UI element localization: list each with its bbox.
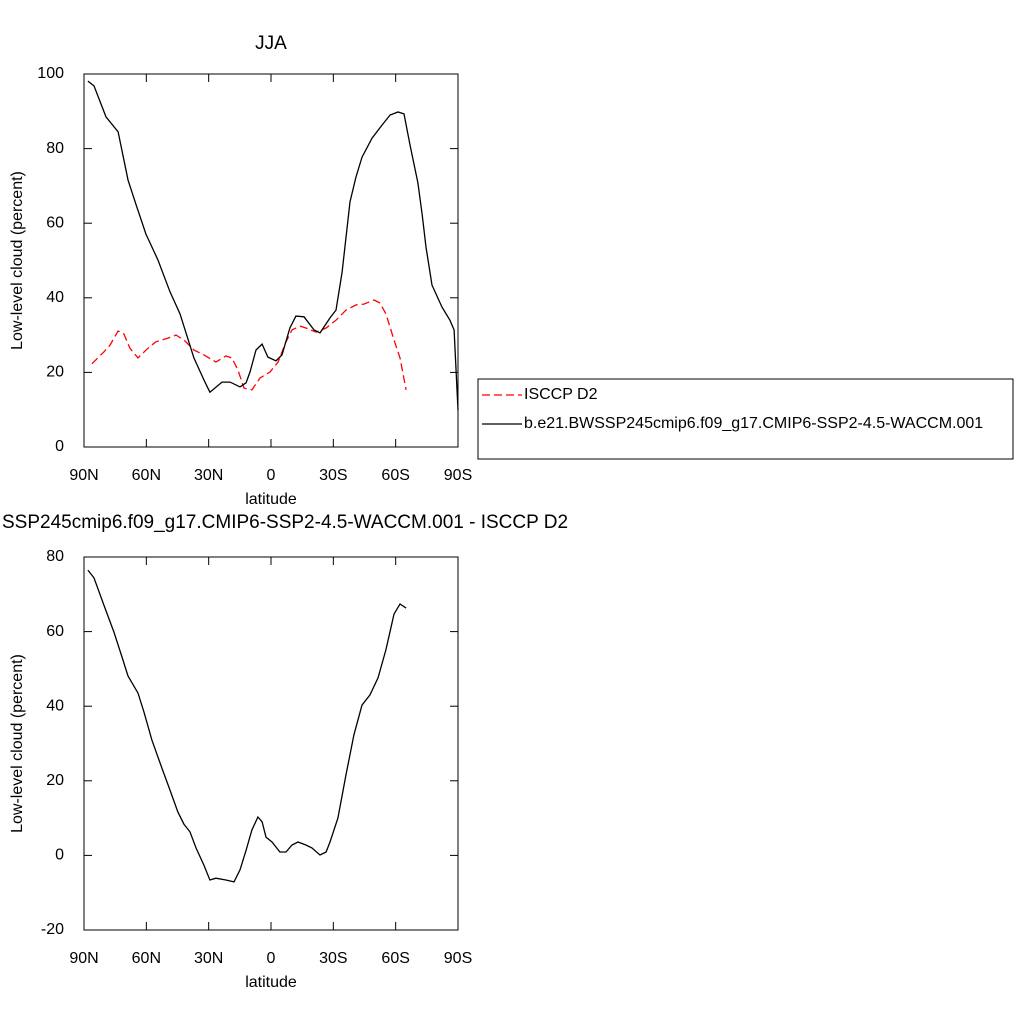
x-tick-label: 90N — [69, 467, 98, 484]
x-tick-label: 30S — [319, 467, 347, 484]
x-tick-label: 30N — [194, 950, 223, 967]
x-tick-label: 0 — [267, 950, 276, 967]
y-axis-label: Low-level cloud (percent) — [9, 654, 26, 833]
y-tick-label: 60 — [46, 214, 64, 231]
y-axis-label: Low-level cloud (percent) — [9, 171, 26, 350]
legend-label: ISCCP D2 — [524, 386, 598, 403]
x-tick-label: 30N — [194, 467, 223, 484]
x-tick-label: 60N — [132, 950, 161, 967]
plot-frame — [83, 73, 459, 448]
data-line — [87, 80, 459, 411]
x-tick-label: 90S — [444, 950, 472, 967]
y-tick-label: 40 — [46, 289, 64, 306]
y-tick-label: 0 — [55, 438, 64, 455]
y-tick-label: 20 — [46, 364, 64, 381]
y-tick-label: -20 — [41, 921, 64, 938]
x-tick-label: 60N — [132, 467, 161, 484]
chart-title: SSP245cmip6.f09_g17.CMIP6-SSP2-4.5-WACCM… — [2, 512, 568, 533]
y-tick-label: 100 — [37, 65, 64, 82]
x-axis-label: latitude — [245, 491, 297, 508]
plot-frame — [83, 556, 459, 931]
y-tick-label: 60 — [46, 623, 64, 640]
x-axis-label: latitude — [245, 974, 297, 991]
data-line — [87, 569, 407, 883]
y-tick-label: 20 — [46, 772, 64, 789]
x-tick-label: 60S — [381, 467, 409, 484]
chart-title: JJA — [255, 33, 287, 54]
data-line — [91, 299, 407, 391]
y-tick-label: 80 — [46, 548, 64, 565]
x-tick-label: 0 — [267, 467, 276, 484]
x-tick-label: 30S — [319, 950, 347, 967]
y-tick-label: 80 — [46, 140, 64, 157]
x-tick-label: 90N — [69, 950, 98, 967]
x-tick-label: 90S — [444, 467, 472, 484]
y-tick-label: 40 — [46, 697, 64, 714]
legend-label: b.e21.BWSSP245cmip6.f09_g17.CMIP6-SSP2-4… — [524, 415, 983, 432]
legend-box — [477, 378, 1014, 460]
y-tick-label: 0 — [55, 847, 64, 864]
x-tick-label: 60S — [381, 950, 409, 967]
